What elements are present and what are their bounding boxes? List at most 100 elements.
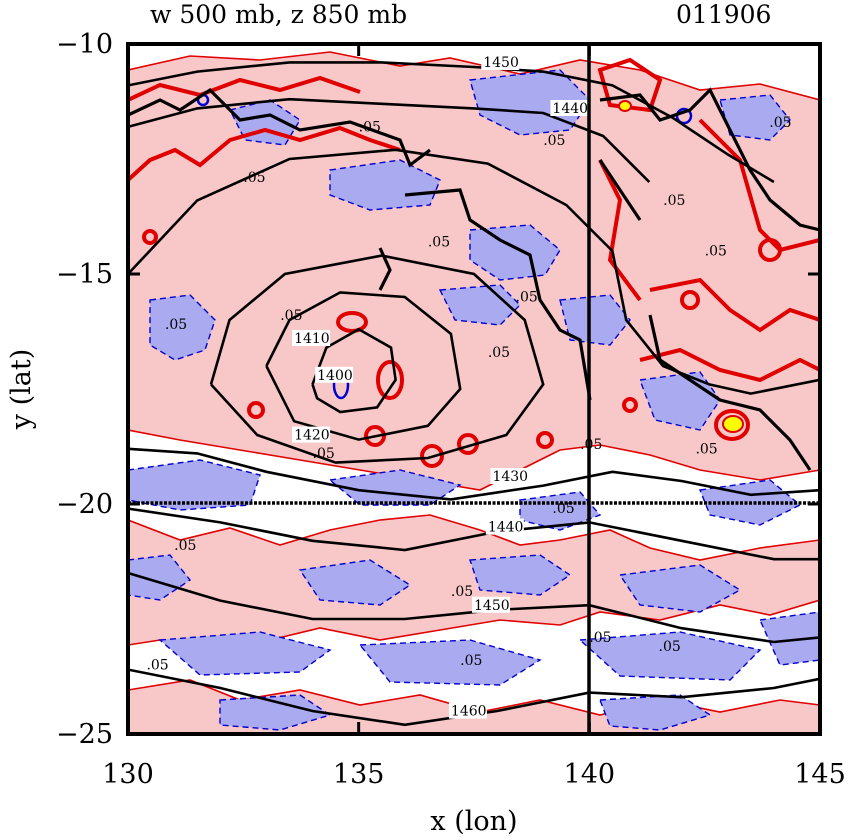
boundary-line — [599, 87, 820, 232]
boundary-line — [128, 87, 431, 168]
ascent-core — [536, 431, 554, 449]
w-contour-label: .05 — [428, 234, 450, 250]
w-contour-label: .05 — [663, 193, 685, 209]
plot-frame — [126, 42, 822, 736]
w-contour-label: .05 — [359, 119, 381, 135]
ascent-core — [420, 444, 444, 468]
w-contour-label: .05 — [589, 630, 611, 646]
descent-region — [298, 559, 412, 606]
y-tick-label: −20 — [56, 489, 113, 520]
date-label: 011906 — [676, 0, 771, 29]
w-contour-label: .05 — [280, 308, 302, 324]
ascent-core — [622, 397, 638, 413]
height-contour-label-bg — [550, 100, 589, 116]
descent-region — [618, 564, 742, 613]
highlights — [618, 100, 744, 433]
descent-region — [128, 554, 192, 601]
w-contour-label: .05 — [705, 244, 727, 260]
ascent-core — [128, 125, 401, 182]
axis-ticks: 130 135 140 145 −10 −15 −20 −25 — [56, 29, 846, 790]
descent-region — [469, 224, 561, 281]
w-contour-label: .05 — [580, 437, 602, 453]
descent-region — [758, 611, 820, 666]
w-contour-labels: .05 .05 .05 .05 .05 .05 .05 .05 .05 .05 .05 .05 .05.… — [146, 115, 791, 674]
boundary-line — [404, 188, 592, 401]
descent-region — [719, 94, 791, 141]
height-contour-label-bg — [485, 518, 524, 535]
w-contour-label: .05 — [516, 290, 538, 306]
height-contour-label-bg — [481, 54, 520, 70]
w-contour-label: .05 — [146, 658, 168, 674]
w-contour-label: .05 — [451, 584, 473, 600]
boundary-line — [648, 314, 812, 471]
w-contour-label: .05 — [543, 133, 565, 149]
ascent-core — [128, 75, 361, 102]
w-contour-label: .05 — [488, 345, 510, 361]
x-tick-label: 140 — [564, 759, 616, 790]
height-contour-label: 1440 — [488, 520, 524, 536]
y-tick-label: −15 — [56, 259, 113, 290]
descent-region — [358, 639, 542, 686]
height-contour-1430 — [128, 447, 820, 501]
x-tick-label: 145 — [794, 759, 846, 790]
ascent-core — [336, 311, 368, 333]
y-axis-label: y (lat) — [6, 349, 37, 431]
boundary-lines — [128, 87, 820, 471]
ascent-core — [598, 159, 642, 302]
height-contour-label-bg — [315, 366, 354, 383]
height-contour-label: 1420 — [294, 428, 330, 444]
w-contour-label: .05 — [769, 115, 791, 131]
w-contour-label: .05 — [460, 653, 482, 669]
w-contour-label: .05 — [695, 441, 717, 457]
height-contour-label: 1430 — [492, 469, 528, 485]
descent-region — [599, 694, 712, 731]
ascent-core — [758, 238, 782, 262]
height-contour-label: 1410 — [294, 331, 330, 347]
descent-region — [578, 631, 762, 681]
height-contour-label-bg — [472, 596, 510, 613]
height-contour-label: 1400 — [317, 368, 353, 384]
height-contour-label: 1450 — [483, 55, 519, 71]
descent-regions — [128, 69, 820, 731]
w-contour-label: .05 — [165, 317, 187, 333]
height-contour-label: 1460 — [451, 704, 487, 720]
ascent-core — [714, 409, 750, 441]
height-contour-label-bg — [292, 426, 331, 443]
height-contours: 1400 1410 1420 1430 1440 1440 1450 1450 1460 — [128, 54, 820, 727]
ascent-core — [680, 290, 700, 310]
w-contour-label: .05 — [552, 501, 574, 517]
descent-region — [469, 554, 572, 596]
ascent-core — [698, 118, 820, 253]
x-tick-label: 135 — [333, 759, 385, 790]
ascent-core — [649, 277, 820, 333]
descent-region — [149, 294, 216, 361]
ascent-core — [142, 229, 158, 245]
strong-ascent-cores — [128, 57, 820, 468]
height-contour-1460 — [128, 668, 820, 727]
height-contour-label: 1450 — [474, 598, 510, 614]
descent-region — [329, 159, 441, 211]
w-contour-label: .05 — [659, 639, 681, 655]
height-contour-label-bg — [490, 468, 529, 484]
x-axis-label: x (lon) — [430, 806, 517, 837]
height-contour-label-bg — [292, 330, 331, 346]
ascent-core — [364, 425, 386, 447]
descent-region — [128, 459, 261, 511]
descent-region — [438, 284, 521, 326]
descent-region — [158, 631, 332, 676]
height-contour-1440 — [128, 97, 651, 183]
y-tick-label: −10 — [56, 29, 113, 60]
height-contour-label-bg — [448, 702, 487, 719]
plot-area: 1400 1410 1420 1430 1440 1440 1450 1450 1460 .05… — [126, 42, 822, 736]
height-contour-label: 1440 — [552, 101, 588, 117]
w-contour-label: .05 — [243, 170, 265, 186]
y-tick-label: −25 — [56, 719, 113, 750]
highlight-spot — [722, 415, 744, 433]
height-contour-1400 — [311, 327, 397, 414]
ascent-core — [376, 360, 404, 400]
x-tick-label: 130 — [102, 759, 154, 790]
ascent-core — [639, 347, 820, 383]
highlight-spot — [618, 100, 632, 112]
reference-lines — [128, 44, 820, 734]
